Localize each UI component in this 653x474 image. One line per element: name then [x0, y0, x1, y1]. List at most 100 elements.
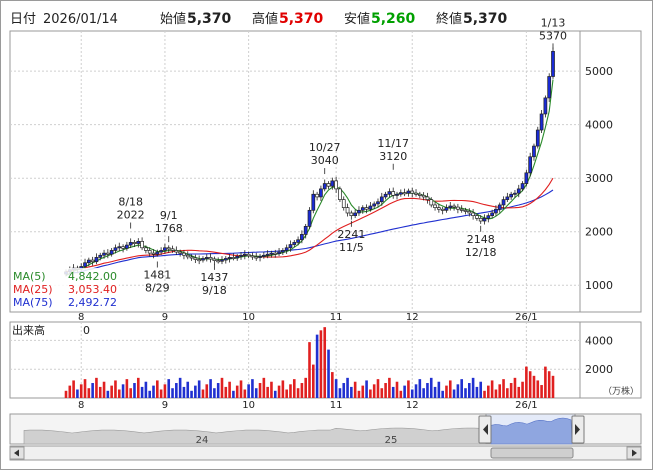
candle-body-51: [258, 255, 262, 258]
volume-bar-45: [235, 385, 239, 398]
volume-bar-98: [437, 381, 441, 398]
candle-body-6: [86, 259, 91, 264]
volume-bar-21: [144, 381, 148, 398]
volume-bar-79: [365, 380, 368, 398]
ma5-label: MA(5): [13, 270, 46, 283]
candle-body-107: [471, 212, 475, 217]
scroll-left-icon: [14, 449, 19, 457]
candle-body-39: [212, 258, 217, 261]
price-y-tick-1000: 1000: [585, 279, 613, 292]
candle-body-26: [163, 247, 167, 251]
candle-body-7: [90, 259, 95, 263]
volume-bar-83: [380, 388, 384, 398]
ma25-value: 3,053.40: [68, 283, 117, 296]
candle-body-43: [227, 257, 232, 259]
ma25-line: [65, 177, 554, 273]
volume-bar-87: [395, 381, 399, 398]
candle-body-38: [208, 257, 213, 260]
month-label-top-0: 8: [78, 312, 84, 323]
price-y-tick-3000: 3000: [585, 172, 613, 185]
candle-body-35: [197, 259, 202, 262]
date-label: 日付: [10, 12, 36, 27]
volume-bar-97: [433, 386, 437, 398]
volume-bar-127: [547, 371, 551, 398]
volume-bar-59: [289, 384, 292, 398]
volume-bar-6: [87, 388, 91, 398]
annotation-date-0: 8/18: [118, 196, 143, 209]
volume-bar-63: [304, 377, 307, 398]
volume-bar-104: [460, 379, 463, 398]
candle-body-66: [315, 193, 319, 198]
volume-bar-37: [205, 384, 209, 398]
price-grid: [10, 31, 580, 312]
volume-bar-29: [175, 383, 178, 398]
candle-body-121: [524, 172, 529, 184]
volume-bar-121: [525, 366, 528, 398]
volume-bar-62: [300, 383, 304, 398]
volume-bar-128: [551, 375, 555, 398]
candle-body-18: [132, 242, 137, 244]
volume-bar-77: [357, 390, 361, 398]
candle-body-65: [311, 193, 316, 211]
month-axis-bottom: 8 9 10 11 12 26/1: [78, 400, 538, 411]
candle-body-109: [478, 217, 483, 222]
volume-bar-111: [487, 385, 490, 398]
candle-body-31: [182, 252, 186, 256]
annotation-date-7: 12/18: [465, 246, 497, 259]
volume-bar-14: [117, 389, 121, 398]
annotation-value-5: 2241: [337, 228, 365, 241]
candle-body-80: [368, 205, 373, 210]
open-value: 5,370: [187, 11, 232, 27]
candle-body-87: [395, 193, 399, 196]
volume-bar-120: [521, 381, 524, 398]
candle-body-58: [284, 247, 289, 251]
candle-body-57: [281, 250, 285, 253]
volume-bar-13: [114, 380, 117, 398]
annotation-date-3: 9/18: [202, 284, 227, 297]
volume-bar-91: [410, 389, 414, 398]
annotation-date-1: 8/29: [145, 281, 170, 294]
candle-body-84: [383, 193, 388, 198]
volume-value: 0: [83, 324, 90, 337]
candle-body-90: [406, 190, 411, 194]
volume-bar-20: [140, 386, 144, 398]
volume-bar-102: [452, 389, 456, 398]
candle-body-119: [516, 188, 521, 194]
close-value: 5,370: [463, 11, 508, 27]
candle-body-48: [246, 253, 251, 257]
volume-bar-56: [277, 385, 281, 398]
low-label: 安値: [344, 11, 370, 27]
ma5-value: 4,842.00: [68, 270, 117, 283]
volume-bar-58: [285, 389, 288, 398]
candle-body-102: [452, 205, 456, 208]
month-label-top-2: 10: [242, 312, 255, 323]
volume-bar-16: [125, 379, 129, 398]
volume-bar-5: [83, 379, 87, 398]
price-y-tick-2000: 2000: [585, 226, 613, 239]
candle-body-118: [513, 192, 517, 195]
volume-bar-101: [448, 380, 452, 398]
candle-body-69: [326, 183, 331, 187]
price-y-ticks: 1000 2000 3000 4000 5000: [585, 65, 613, 292]
volume-bar-39: [213, 388, 216, 398]
range-navigator[interactable]: 24 25: [9, 413, 642, 461]
volume-bar-48: [247, 384, 250, 398]
candle-body-101: [448, 205, 453, 208]
volume-bar-24: [156, 380, 159, 398]
annotation-date-6: 11/17: [377, 137, 409, 150]
annotation-value-2: 1768: [155, 222, 183, 235]
candle-body-125: [539, 113, 544, 131]
candle-body-50: [254, 256, 259, 259]
volume-bar-50: [254, 388, 258, 398]
volume-bar-105: [464, 388, 467, 398]
price-panel: [9, 30, 642, 313]
volume-y-tick-2000: 2000: [585, 363, 613, 376]
scroll-thumb[interactable]: [490, 447, 574, 459]
volume-bar-69: [327, 349, 330, 398]
month-label-top-1: 9: [162, 312, 168, 323]
candle-body-126: [543, 97, 548, 115]
volume-bar-8: [95, 377, 98, 398]
volume-bar-35: [197, 380, 201, 398]
candle-body-71: [334, 180, 338, 190]
